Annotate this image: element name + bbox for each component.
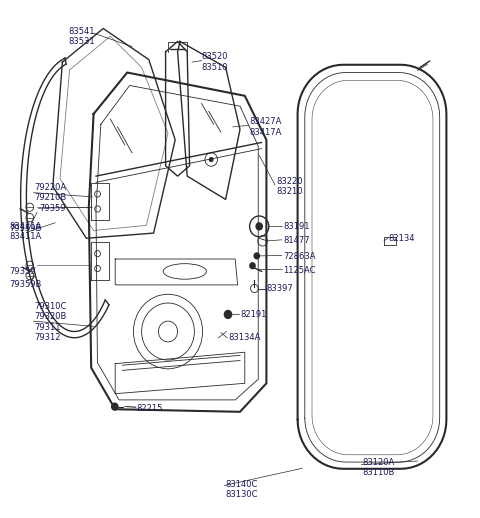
Text: 79359: 79359 <box>39 204 66 213</box>
Circle shape <box>253 252 260 260</box>
Text: 79359B: 79359B <box>10 224 42 234</box>
Text: 83220
83210: 83220 83210 <box>276 177 302 196</box>
Circle shape <box>209 157 214 162</box>
Text: 83397: 83397 <box>266 284 293 293</box>
Text: 82191: 82191 <box>240 310 266 319</box>
Text: 83191: 83191 <box>283 222 310 231</box>
Circle shape <box>255 222 263 231</box>
Text: 83140C
83130C: 83140C 83130C <box>226 480 258 499</box>
Text: 83120A
83110B: 83120A 83110B <box>362 457 395 477</box>
Text: 82134: 82134 <box>389 234 415 243</box>
Circle shape <box>224 310 232 319</box>
Text: 72863A: 72863A <box>283 252 316 261</box>
Text: 79359: 79359 <box>10 267 36 276</box>
Circle shape <box>249 262 256 269</box>
Text: 1125AC: 1125AC <box>283 266 316 275</box>
Text: 82215: 82215 <box>137 404 163 413</box>
Text: 79310C
79320B
79311
79312: 79310C 79320B 79311 79312 <box>35 302 67 342</box>
Text: 79359B: 79359B <box>10 280 42 290</box>
Text: 83520
83510: 83520 83510 <box>202 52 228 72</box>
Text: 79220A
79210B: 79220A 79210B <box>35 183 67 203</box>
Text: 83134A: 83134A <box>228 333 260 342</box>
Circle shape <box>111 402 119 411</box>
Text: 81477: 81477 <box>283 236 310 246</box>
Text: 83541
83531: 83541 83531 <box>68 26 95 46</box>
Text: 83421A
83411A: 83421A 83411A <box>10 222 42 241</box>
Text: 83427A
83417A: 83427A 83417A <box>250 117 282 137</box>
